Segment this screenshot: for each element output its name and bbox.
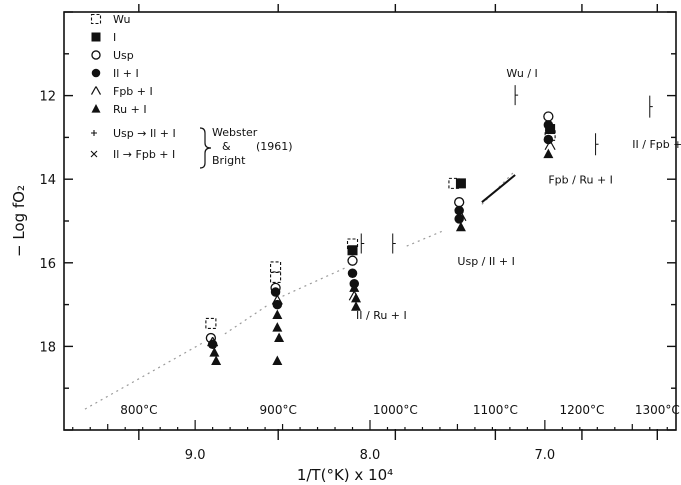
legend-marker xyxy=(92,51,100,59)
legend-label: Il → Fpb + I xyxy=(113,148,175,161)
data-point xyxy=(543,149,553,159)
annotations: Wu / I II / Fpb + I Fpb / Ru + I Usp / II +… xyxy=(356,67,681,322)
temperature-label: 1100°C xyxy=(473,403,518,417)
annotation-label: II / Fpb + I xyxy=(632,138,681,151)
annotation-label: Wu / I xyxy=(506,67,537,80)
data-point xyxy=(348,245,358,255)
legend-label: Usp → Il + I xyxy=(113,127,176,140)
legend-label: Ru + I xyxy=(113,103,147,116)
data-point xyxy=(455,198,464,207)
legend-bracket-label: Bright xyxy=(212,154,246,167)
legend-marker xyxy=(92,104,101,113)
data-point xyxy=(206,318,216,328)
legend-marker xyxy=(91,130,97,136)
faint-trace xyxy=(85,342,204,409)
legend-bracket-label: (1961) xyxy=(256,140,293,153)
legend: Wu I Usp Il + I Fpb + I Ru + I Usp → Il + I Il … xyxy=(91,13,293,168)
legend-marker xyxy=(92,15,101,24)
data-point xyxy=(274,333,284,343)
legend-label: Wu xyxy=(113,13,130,26)
annotation-label: II / Ru + I xyxy=(356,309,407,322)
annotation-bracket xyxy=(596,133,599,155)
data-point xyxy=(271,287,281,297)
legend-marker xyxy=(91,151,97,157)
y-axis-title: − Log fO₂ xyxy=(10,185,28,257)
y-tick-label: 12 xyxy=(39,90,56,105)
faint-trace xyxy=(407,231,442,246)
annotation-bracket xyxy=(393,234,396,254)
plot-frame xyxy=(64,4,676,440)
data-point xyxy=(272,322,282,332)
legend-marker xyxy=(92,33,101,42)
annotation-bracket xyxy=(361,234,364,254)
data-point xyxy=(544,112,553,121)
faint-trace xyxy=(225,305,269,334)
annotation-label: Usp / II + I xyxy=(457,255,514,268)
x-tick-label: 8.0 xyxy=(360,448,381,463)
y-tick-label: 14 xyxy=(39,173,56,188)
temperature-label: 800°C xyxy=(120,403,157,417)
legend-label: Usp xyxy=(113,49,134,62)
legend-brace xyxy=(200,128,211,168)
trace-segment xyxy=(482,175,515,202)
legend-marker xyxy=(92,87,101,95)
data-point xyxy=(271,272,281,282)
series-wu xyxy=(206,130,555,328)
legend-label: I xyxy=(113,31,116,44)
legend-label: Il + I xyxy=(113,67,139,80)
data-point xyxy=(272,310,282,320)
x-tick-label: 9.0 xyxy=(185,448,206,463)
legend-label: Fpb + I xyxy=(113,85,153,98)
faint-trace xyxy=(283,267,348,296)
data-point xyxy=(348,256,357,265)
data-point xyxy=(211,356,221,366)
legend-marker xyxy=(92,69,101,78)
series-i xyxy=(348,124,556,255)
x-tick-label: 7.0 xyxy=(535,448,556,463)
data-point xyxy=(272,356,282,366)
y-tick-label: 18 xyxy=(39,340,56,355)
faint-dotted-traces xyxy=(85,171,515,409)
annotation-bracket xyxy=(515,85,518,105)
temperature-label: 1300°C xyxy=(635,403,680,417)
annotation-bracket xyxy=(650,96,653,118)
temperature-label: 1000°C xyxy=(373,403,418,417)
annotation-label: Fpb / Ru + I xyxy=(548,173,613,186)
data-point xyxy=(348,269,358,279)
data-point xyxy=(456,178,466,188)
axis-text: 12 14 16 18 9.0 8.0 7.0 800°C 900°C 1000°C 1100°C 1… xyxy=(10,90,680,484)
x-axis-title: 1/T(°K) x 10⁴ xyxy=(297,466,393,484)
y-tick-label: 16 xyxy=(39,257,56,272)
data-point xyxy=(544,120,554,130)
temperature-label: 1200°C xyxy=(559,403,604,417)
plot-border xyxy=(64,12,676,430)
legend-bracket-label: Webster xyxy=(212,126,258,139)
temperature-label: 900°C xyxy=(260,403,297,417)
legend-bracket-label: & xyxy=(222,140,231,153)
data-point xyxy=(271,262,281,272)
